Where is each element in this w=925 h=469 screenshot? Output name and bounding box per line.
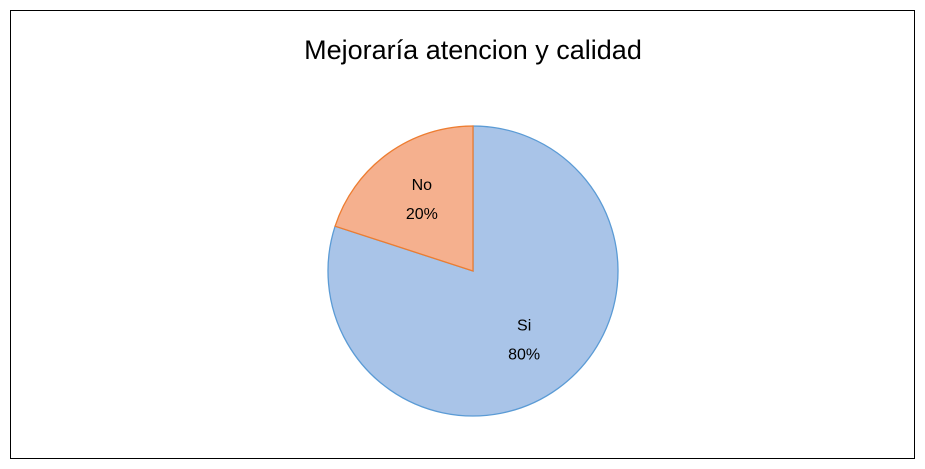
chart-title: Mejoraría atencion y calidad (304, 35, 642, 65)
slice-value-label: 80% (508, 347, 540, 364)
pie-slice (334, 125, 474, 272)
slice-value-label: 20% (406, 206, 438, 223)
slice-label: Si (517, 318, 531, 335)
slice-label: No (412, 177, 433, 194)
